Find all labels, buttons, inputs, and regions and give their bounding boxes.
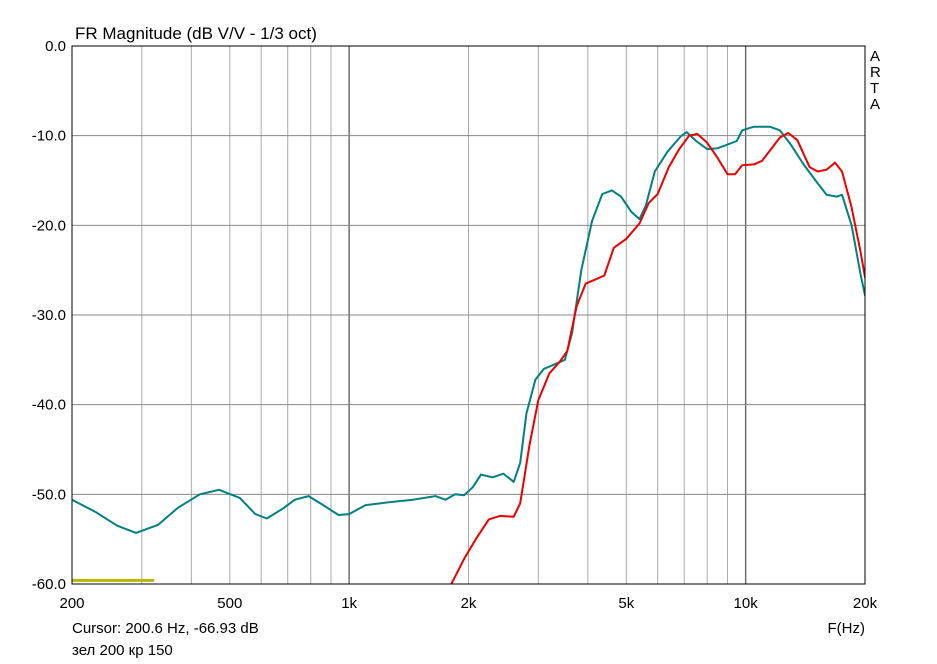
x-tick-label: 20k <box>853 595 878 612</box>
series-lines <box>72 125 865 584</box>
grid <box>71 45 866 585</box>
x-tick-label: 200 <box>59 595 84 612</box>
arta-label: A R T A <box>870 48 881 113</box>
y-tick-label: -30.0 <box>32 307 66 324</box>
x-axis-labels: 200 500 1k 2k 5k 10k 20k <box>59 595 877 612</box>
y-tick-label: -60.0 <box>32 576 66 593</box>
cursor-readout: Cursor: 200.6 Hz, -66.93 dB <box>72 620 259 637</box>
plot-frame <box>71 45 866 585</box>
y-tick-label: -40.0 <box>32 397 66 414</box>
y-tick-label: -10.0 <box>32 128 66 145</box>
arta-letter-t: T <box>870 80 879 97</box>
x-tick-label: 2k <box>461 595 477 612</box>
arta-letter-a2: A <box>870 96 880 113</box>
y-tick-label: -50.0 <box>32 486 66 503</box>
x-tick-label: 10k <box>734 595 759 612</box>
y-tick-label: -20.0 <box>32 217 66 234</box>
series-line-0 <box>72 125 865 534</box>
arta-letter-r: R <box>870 64 881 81</box>
y-tick-label: 0.0 <box>45 38 66 55</box>
series-line-1 <box>450 132 865 584</box>
x-axis-unit-label: F(Hz) <box>828 620 866 637</box>
arta-letter-a1: A <box>870 48 880 65</box>
y-axis-labels: 0.0 -10.0 -20.0 -30.0 -40.0 -50.0 -60.0 <box>32 38 66 593</box>
note-text: зел 200 кр 150 <box>72 642 173 659</box>
chart-title: FR Magnitude (dB V/V - 1/3 oct) <box>75 24 317 43</box>
x-tick-label: 1k <box>341 595 357 612</box>
x-tick-label: 500 <box>217 595 242 612</box>
x-tick-label: 5k <box>618 595 634 612</box>
